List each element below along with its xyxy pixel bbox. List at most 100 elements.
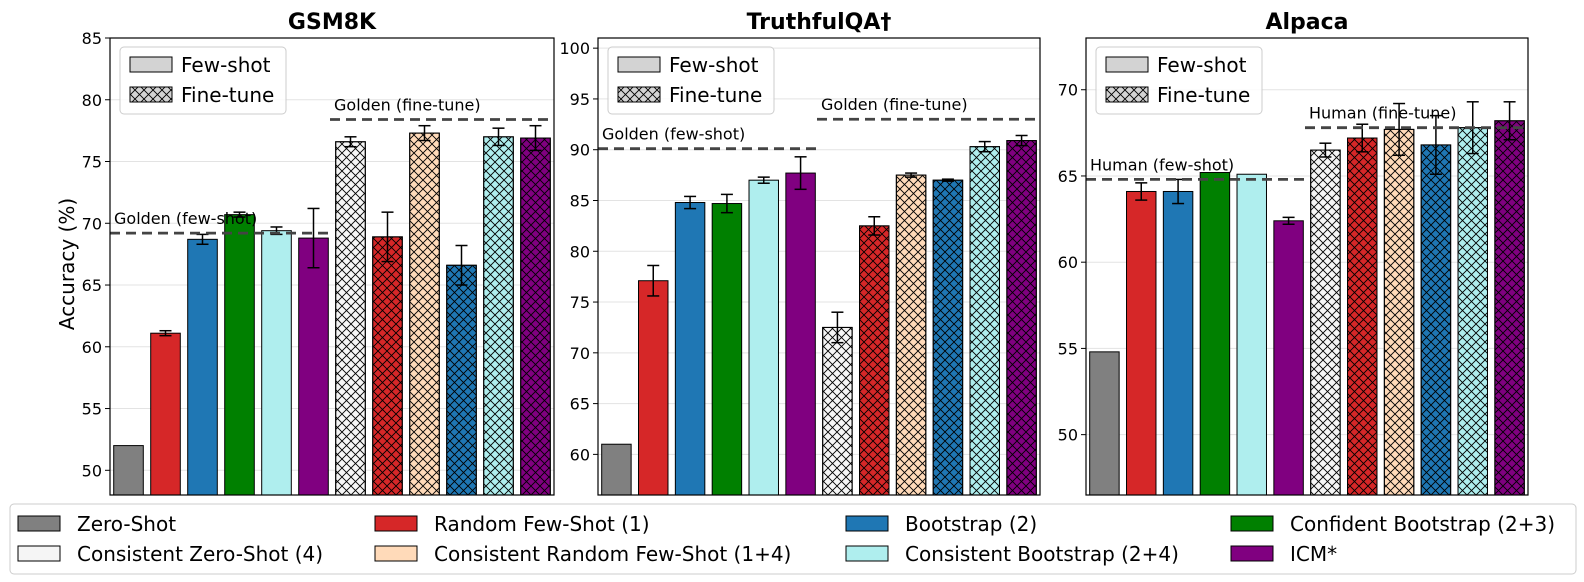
legend-swatch: [845, 515, 889, 532]
bar-hatch: [1310, 149, 1341, 496]
bar-hatch: [859, 225, 890, 496]
bar-random-few-shot-1-few-shot: [1126, 190, 1157, 496]
bar-zero-shot-few-shot: [113, 445, 144, 496]
bar-hatch: [1494, 120, 1525, 496]
bar-confident-bootstrap-2-3-few-shot: [1199, 172, 1231, 496]
y-tick-label: 55: [82, 400, 102, 419]
legend-swatch: [17, 545, 61, 562]
panel-title: TruthfulQA†: [747, 10, 892, 35]
y-tick-label: 80: [82, 91, 102, 110]
bar-hatch: [932, 179, 964, 496]
y-tick-label: 90: [570, 141, 590, 160]
reference-line-label: Golden (few-shot): [602, 125, 745, 144]
bar-random-few-shot-1-few-shot: [150, 332, 181, 496]
bar-consistent-bootstrap-2-4-few-shot: [261, 230, 292, 496]
bar-hatch: [1006, 140, 1037, 496]
panel-truthfulqa: 60 65 70 75 80 85 90 95 100 Golden (few-shot) Gold…: [559, 10, 1041, 496]
bar-hatch: [483, 136, 514, 496]
bar-hatch: [1383, 128, 1415, 496]
y-tick-label: 55: [1058, 339, 1078, 358]
legend-entry-label: Consistent Zero-Shot (4): [77, 542, 323, 566]
legend-label-few-shot: Few-shot: [1157, 53, 1247, 77]
bar-hatch: [1347, 137, 1378, 496]
bar-confident-bootstrap-2-3-few-shot: [711, 203, 743, 496]
bar-hatch: [969, 146, 1000, 496]
bar-hatch: [822, 326, 853, 496]
bar-hatch: [446, 264, 477, 496]
y-tick-label: 70: [570, 344, 590, 363]
legend-swatch-few-shot: [129, 56, 173, 73]
y-tick-label: 60: [1058, 253, 1078, 272]
y-tick-label: 70: [1058, 81, 1078, 100]
bar-hatch: [372, 236, 403, 496]
y-tick-label: 80: [570, 242, 590, 261]
bar-hatch: [335, 141, 366, 496]
bar-hatch: [409, 132, 440, 496]
legend-label-few-shot: Few-shot: [669, 53, 759, 77]
reference-line-label: Golden (fine-tune): [821, 95, 968, 114]
legend-swatch-hatch: [1105, 86, 1149, 103]
inset-legend: Few-shot Fine-tune: [119, 46, 287, 115]
bar-consistent-bootstrap-2-4-few-shot: [748, 179, 779, 496]
bar-icm-few-shot: [785, 172, 816, 496]
legend-swatch: [1230, 545, 1274, 562]
legend-entry-label: Consistent Random Few-Shot (1+4): [434, 542, 791, 566]
y-axis-label: Accuracy (%): [55, 198, 79, 330]
y-tick-label: 50: [82, 461, 102, 480]
panel-gsm8k: 50 55 60 65 70 75 80 85 Golden (few-shot) Golden …: [82, 10, 555, 496]
bar-bootstrap-2-few-shot: [187, 238, 218, 496]
bar-confident-bootstrap-2-3-few-shot: [224, 214, 255, 496]
legend-entry-label: Random Few-Shot (1): [434, 512, 650, 536]
panel-alpaca: 50 55 60 65 70 Human (few-shot) Human (fine-tu…: [1058, 10, 1529, 496]
legend-entry-label: Zero-Shot: [77, 512, 176, 536]
y-tick-label: 75: [570, 293, 590, 312]
legend-swatch-few-shot: [1105, 56, 1149, 73]
legend-label-few-shot: Few-shot: [181, 53, 271, 77]
y-tick-label: 60: [82, 338, 102, 357]
bar-bootstrap-2-few-shot: [674, 202, 706, 496]
panel-title: GSM8K: [288, 10, 377, 35]
y-tick-label: 70: [82, 214, 102, 233]
bar-hatch: [1420, 144, 1452, 496]
legend-swatch: [1230, 515, 1274, 532]
legend-swatch-few-shot: [617, 56, 661, 73]
bar-zero-shot-few-shot: [601, 443, 632, 496]
y-tick-label: 85: [570, 191, 590, 210]
y-tick-label: 65: [82, 276, 102, 295]
y-tick-label: 85: [82, 29, 102, 48]
bar-icm-few-shot: [1273, 220, 1304, 496]
bar-zero-shot-few-shot: [1089, 351, 1120, 496]
legend-swatch: [17, 515, 61, 532]
bar-random-few-shot-1-few-shot: [638, 280, 669, 496]
legend-swatch-hatch: [129, 86, 173, 103]
bar-hatch: [520, 137, 551, 496]
bar-hatch: [1457, 127, 1488, 496]
legend-label-fine-tune: Fine-tune: [669, 83, 762, 107]
inset-legend: Few-shot Fine-tune: [607, 46, 775, 115]
y-tick-label: 75: [82, 153, 102, 172]
reference-line-label: Golden (few-shot): [114, 209, 257, 228]
axes-frame: [597, 37, 1041, 496]
legend-swatch: [374, 515, 418, 532]
y-tick-label: 65: [1058, 167, 1078, 186]
bar-bootstrap-2-few-shot: [1162, 190, 1194, 496]
y-tick-label: 50: [1058, 426, 1078, 445]
legend-label-fine-tune: Fine-tune: [1157, 83, 1250, 107]
bar-icm-few-shot: [298, 237, 329, 496]
legend-swatch: [374, 545, 418, 562]
legend-swatch-hatch: [617, 86, 661, 103]
axes-frame: [109, 37, 555, 496]
reference-line-label: Human (few-shot): [1090, 155, 1234, 174]
legend-label-fine-tune: Fine-tune: [181, 83, 274, 107]
reference-line-label: Human (fine-tune): [1309, 104, 1457, 123]
y-tick-label: 95: [570, 90, 590, 109]
legend-entry-label: ICM*: [1290, 542, 1337, 566]
legend-entry-label: Bootstrap (2): [905, 512, 1037, 536]
legend-swatch: [845, 545, 889, 562]
axes-frame: [1085, 37, 1529, 496]
y-tick-label: 65: [570, 395, 590, 414]
reference-line-label: Golden (fine-tune): [334, 96, 481, 115]
panel-title: Alpaca: [1265, 10, 1348, 35]
bar-hatch: [895, 174, 927, 496]
